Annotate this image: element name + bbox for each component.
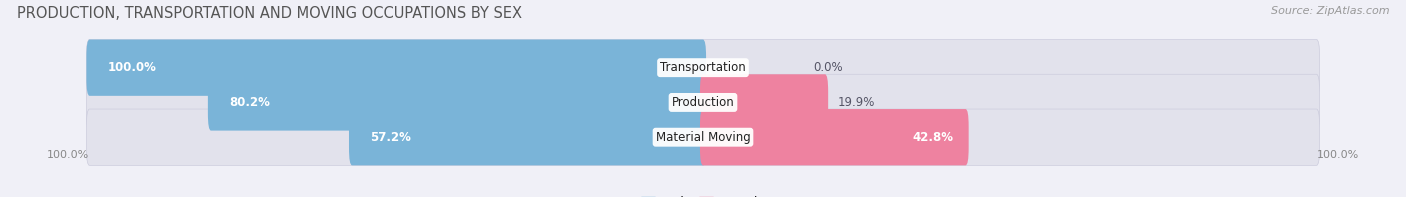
Legend: Male, Female: Male, Female: [641, 196, 765, 197]
Text: 0.0%: 0.0%: [814, 61, 844, 74]
Text: 57.2%: 57.2%: [370, 131, 412, 144]
FancyBboxPatch shape: [700, 74, 828, 131]
FancyBboxPatch shape: [700, 109, 969, 165]
Text: 100.0%: 100.0%: [1317, 150, 1360, 160]
FancyBboxPatch shape: [86, 74, 1320, 131]
Text: PRODUCTION, TRANSPORTATION AND MOVING OCCUPATIONS BY SEX: PRODUCTION, TRANSPORTATION AND MOVING OC…: [17, 6, 522, 21]
Text: 42.8%: 42.8%: [912, 131, 953, 144]
FancyBboxPatch shape: [349, 109, 706, 165]
Text: Source: ZipAtlas.com: Source: ZipAtlas.com: [1271, 6, 1389, 16]
FancyBboxPatch shape: [208, 74, 706, 131]
Text: Material Moving: Material Moving: [655, 131, 751, 144]
FancyBboxPatch shape: [86, 40, 706, 96]
Text: 100.0%: 100.0%: [108, 61, 156, 74]
Text: 19.9%: 19.9%: [838, 96, 875, 109]
Text: 100.0%: 100.0%: [46, 150, 89, 160]
FancyBboxPatch shape: [86, 109, 1320, 165]
FancyBboxPatch shape: [86, 40, 1320, 96]
Text: Production: Production: [672, 96, 734, 109]
Text: Transportation: Transportation: [661, 61, 745, 74]
Text: 80.2%: 80.2%: [229, 96, 270, 109]
